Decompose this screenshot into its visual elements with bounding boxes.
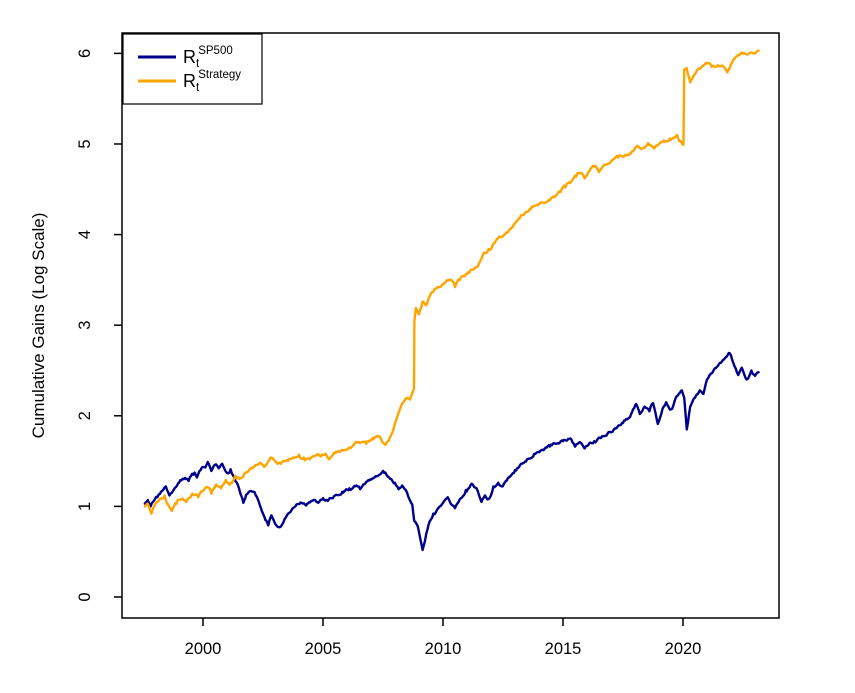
series-line-strategy (143, 49, 760, 515)
y-tick-label: 0 (76, 592, 94, 601)
y-tick-label: 4 (76, 230, 94, 239)
x-tick-label: 2020 (665, 640, 702, 658)
y-axis: 0 1 2 3 4 5 6 (76, 49, 122, 602)
x-tick-label: 2000 (185, 640, 222, 658)
legend-label: RtStrategy (183, 69, 241, 94)
y-tick-label: 3 (76, 321, 94, 330)
y-tick-label: 2 (76, 411, 94, 420)
y-tick-label: 5 (76, 139, 94, 148)
x-axis: 2000 2005 2010 2015 2020 (185, 618, 702, 658)
x-tick-label: 2015 (545, 640, 582, 658)
y-tick-label: 6 (76, 49, 94, 58)
series-line-sp500 (143, 351, 760, 552)
y-axis-title: Cumulative Gains (Log Scale) (29, 213, 48, 439)
y-tick-label: 1 (76, 502, 94, 511)
legend-box (122, 33, 263, 105)
legend-label: RtSP500 (183, 45, 233, 70)
x-tick-label: 2005 (305, 640, 342, 658)
x-tick-label: 2010 (425, 640, 462, 658)
